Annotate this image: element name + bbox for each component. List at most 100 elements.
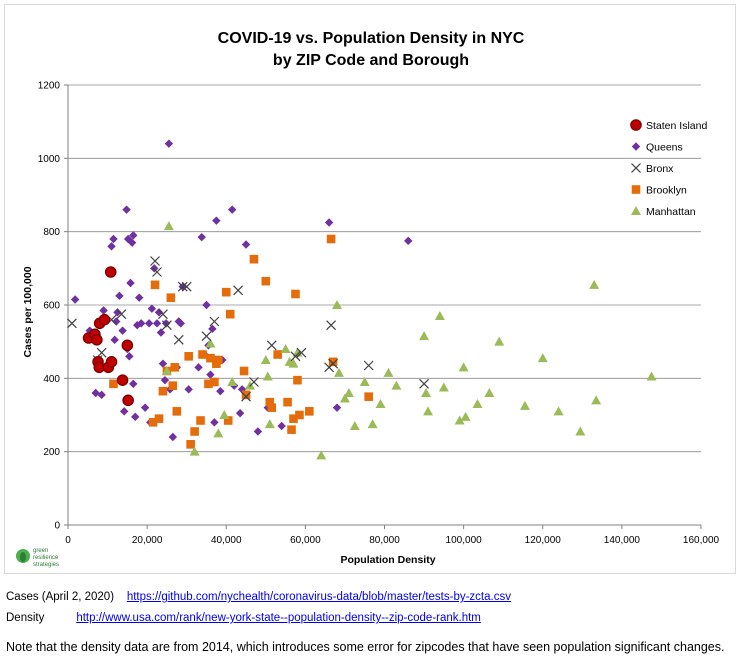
density-note: Note that the density data are from 2014…: [6, 640, 725, 654]
point-brooklyn: [287, 425, 296, 434]
point-manhattan: [163, 221, 174, 231]
point-brooklyn: [190, 427, 199, 436]
point-brooklyn: [210, 377, 219, 387]
point-bronx: [181, 281, 192, 292]
x-tick-label: 80,000: [369, 535, 400, 546]
point-queens: [147, 304, 157, 313]
point-manhattan: [334, 367, 345, 377]
point-brooklyn: [198, 350, 207, 359]
point-manhattan: [419, 331, 430, 341]
point-queens: [154, 308, 164, 317]
point-queens: [227, 205, 237, 214]
x-tick-label: 40,000: [211, 535, 242, 546]
density-source-line: Density http://www.usa.com/rank/new-york…: [6, 612, 481, 624]
point-queens: [109, 234, 118, 244]
point-queens: [129, 379, 138, 389]
point-brooklyn: [154, 414, 164, 423]
point-queens: [277, 421, 286, 431]
point-bronx: [328, 358, 338, 369]
point-brooklyn: [184, 352, 193, 361]
point-brooklyn: [239, 366, 249, 376]
point-staten-island: [91, 334, 103, 346]
point-brooklyn: [265, 397, 275, 407]
point-bronx: [150, 256, 160, 266]
point-queens: [122, 205, 131, 214]
y-tick-label: 800: [43, 227, 60, 238]
point-manhattan: [349, 421, 360, 430]
point-bronx: [152, 267, 162, 277]
point-manhattan: [189, 446, 200, 456]
point-queens: [208, 324, 217, 334]
point-manhattan: [227, 377, 238, 386]
point-queens: [324, 218, 334, 227]
point-manhattan: [339, 393, 350, 403]
point-queens: [129, 231, 138, 240]
density-source-link[interactable]: http://www.usa.com/rank/new-york-state--…: [76, 612, 481, 624]
point-manhattan: [383, 367, 394, 377]
point-bronx: [96, 347, 107, 358]
x-tick-label: 20,000: [132, 535, 163, 546]
x-tick-label: 0: [65, 535, 71, 546]
point-manhattan: [262, 371, 273, 381]
point-manhattan: [589, 279, 600, 289]
point-queens: [197, 232, 206, 242]
point-queens: [184, 385, 193, 394]
point-brooklyn: [249, 254, 259, 264]
point-brooklyn: [148, 418, 158, 427]
point-queens: [136, 319, 146, 328]
point-manhattan: [460, 411, 471, 421]
legend-marker-bronx: [631, 163, 641, 173]
legend-marker-staten-island: [630, 119, 642, 131]
legend-marker-manhattan: [631, 206, 641, 215]
point-manhattan: [438, 382, 449, 392]
point-brooklyn: [261, 276, 271, 286]
legend-label-brooklyn: Brooklyn: [646, 184, 687, 196]
point-queens: [115, 291, 124, 301]
point-manhattan: [343, 388, 354, 397]
point-queens: [110, 335, 119, 345]
point-manhattan: [537, 353, 548, 363]
point-queens: [253, 427, 263, 436]
gridlines: [68, 84, 701, 453]
point-brooklyn: [150, 280, 160, 290]
point-brooklyn: [214, 355, 223, 365]
point-manhattan: [484, 388, 495, 397]
legend-marker-queens: [631, 142, 641, 151]
point-brooklyn: [225, 309, 235, 319]
point-bronx: [241, 391, 251, 402]
point-brooklyn: [267, 403, 277, 412]
x-axis-label: Population Density: [340, 554, 435, 566]
point-queens: [99, 306, 108, 315]
point-brooklyn: [295, 410, 304, 420]
legend: Staten Island Queens Bronx Brooklyn Manhatta…: [630, 119, 707, 218]
point-manhattan: [423, 406, 434, 416]
point-queens: [156, 328, 166, 337]
point-manhattan: [646, 371, 657, 381]
point-queens: [194, 363, 203, 372]
point-brooklyn: [328, 357, 338, 367]
point-queens: [404, 236, 413, 246]
point-queens: [97, 390, 106, 400]
point-queens: [210, 418, 219, 427]
point-queens: [125, 352, 134, 361]
point-queens: [131, 412, 140, 422]
point-staten-island: [98, 313, 111, 326]
point-bronx: [326, 320, 337, 331]
point-manhattan: [519, 400, 530, 410]
cases-source-link[interactable]: https://github.com/nychealth/coronavirus…: [126, 591, 511, 603]
point-brooklyn: [293, 375, 302, 385]
point-manhattan: [359, 377, 370, 386]
chart-title-line-2: by ZIP Code and Borough: [273, 52, 469, 69]
point-manhattan: [367, 419, 378, 429]
legend-label-bronx: Bronx: [646, 163, 674, 175]
point-brooklyn: [158, 386, 168, 396]
point-bronx: [296, 347, 307, 358]
point-queens: [70, 295, 80, 304]
point-brooklyn: [241, 390, 251, 400]
point-manhattan: [205, 338, 216, 348]
point-brooklyn: [196, 416, 205, 425]
point-manhattan: [375, 399, 386, 408]
point-brooklyn: [291, 289, 300, 299]
point-manhattan: [553, 406, 564, 416]
point-bronx: [290, 351, 301, 362]
